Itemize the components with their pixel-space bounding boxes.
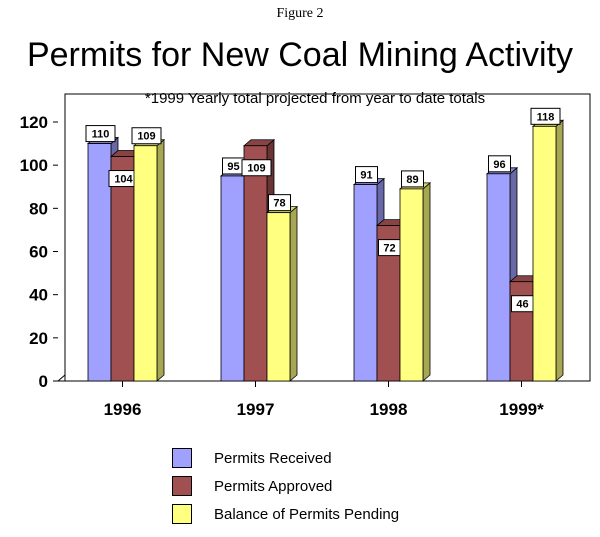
data-label-1-1: 109 (247, 163, 265, 175)
data-label-2-3: 118 (537, 111, 555, 123)
x-tick-label-2: 1998 (370, 400, 408, 419)
y-tick-label-20: 20 (29, 329, 48, 348)
bar-side-2-1 (289, 205, 298, 382)
bar-0-1 (220, 175, 245, 382)
data-label-box-2-3 (530, 107, 561, 125)
floor-edge (57, 374, 66, 382)
y-tick-label-40: 40 (29, 286, 48, 305)
legend: Permits Received Permits Approved Balanc… (172, 444, 399, 528)
data-label-box-0-0 (85, 125, 116, 143)
data-label-1-2: 72 (383, 243, 395, 255)
data-label-2-1: 78 (273, 198, 285, 210)
bar-side-2-0 (156, 138, 165, 382)
data-label-1-3: 46 (516, 299, 528, 311)
y-tick-label-60: 60 (29, 243, 48, 262)
legend-label-pending: Balance of Permits Pending (214, 505, 400, 523)
y-tick-label-100: 100 (20, 156, 48, 175)
x-tick-label-1: 1997 (237, 400, 275, 419)
y-tick-label-0: 0 (39, 372, 48, 391)
legend-label-approved: Permits Approved (214, 477, 333, 495)
legend-label-received: Permits Received (214, 449, 332, 467)
bar-0-0 (87, 143, 112, 382)
bar-side-2-2 (422, 182, 431, 382)
y-tick-label-120: 120 (20, 113, 48, 132)
data-label-box-2-2 (401, 170, 424, 188)
data-label-1-0: 104 (114, 174, 133, 186)
bar-2-2 (399, 188, 424, 382)
legend-item-pending: Balance of Permits Pending (172, 500, 399, 528)
legend-swatch-pending (172, 504, 192, 524)
data-label-0-3: 96 (493, 159, 505, 171)
x-tick-label-0: 1996 (104, 400, 142, 419)
data-label-0-0: 110 (92, 129, 110, 141)
bar-2-3 (532, 125, 557, 382)
data-label-2-2: 89 (406, 174, 418, 186)
bar-side-2-3 (555, 119, 564, 382)
chart-title: Permits for New Coal Mining Activity (26, 36, 574, 74)
data-label-0-1: 95 (227, 161, 239, 173)
legend-item-approved: Permits Approved (172, 472, 399, 500)
data-label-box-1-1 (241, 159, 272, 177)
data-label-2-0: 109 (137, 131, 155, 143)
legend-swatch-received (172, 448, 192, 468)
bar-0-3 (486, 173, 511, 382)
bar-1-0 (110, 156, 135, 382)
data-label-box-2-0 (131, 127, 162, 145)
bar-2-1 (266, 212, 291, 382)
data-label-box-0-2 (355, 166, 378, 184)
bar-2-0 (133, 145, 158, 382)
data-label-box-0-3 (488, 155, 511, 173)
y-tick-label-80: 80 (29, 199, 48, 218)
data-label-0-2: 91 (360, 170, 372, 182)
data-label-box-2-1 (268, 194, 291, 212)
figure-label: Figure 2 (276, 6, 324, 21)
x-tick-label-3: 1999* (499, 400, 544, 419)
bar-0-2 (353, 184, 378, 382)
legend-swatch-approved (172, 476, 192, 496)
legend-item-received: Permits Received (172, 444, 399, 472)
bar-1-1 (243, 145, 268, 382)
